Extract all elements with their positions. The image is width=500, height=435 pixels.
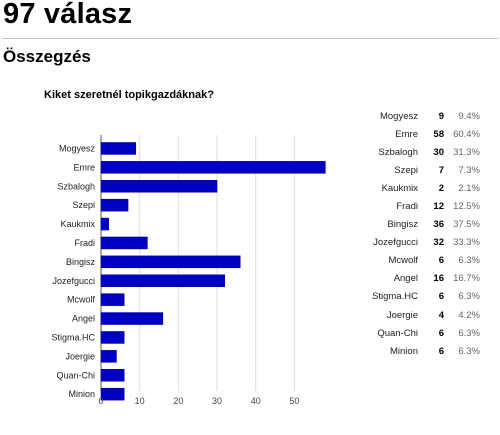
summary-percent: 9.4% — [458, 110, 480, 122]
summary-name: Minion — [390, 345, 418, 357]
summary-name: Stigma.HC — [372, 291, 418, 303]
bar-minion — [100, 387, 125, 401]
bar-kaukmix — [100, 217, 109, 231]
summary-row: Szbalogh 30 31.3% — [366, 143, 480, 161]
summary-percent: 37.5% — [453, 219, 480, 231]
chart-x-tick-labels: 0 10 20 30 40 50 — [98, 396, 299, 406]
summary-percent: 6.3% — [458, 345, 480, 357]
category-label: Fradi — [74, 238, 95, 248]
summary-percent: 6.3% — [458, 327, 480, 339]
bar-fradi — [100, 236, 148, 250]
bar-szbalogh — [100, 180, 218, 193]
summary-count: 6 — [438, 255, 444, 267]
category-label: Mcwolf — [67, 295, 96, 305]
summary-name: Fradi — [396, 201, 418, 213]
summary-percent: 31.3% — [453, 146, 480, 158]
bar-joergie — [100, 350, 117, 363]
bar-mcwolf — [100, 293, 125, 306]
bar-emre — [100, 161, 326, 174]
summary-percent: 33.3% — [453, 237, 480, 249]
bar-angel — [100, 312, 164, 325]
section-heading: Összegzés — [3, 47, 91, 66]
summary-table: Mogyesz 9 9.4% Emre 58 60.4% Szbalogh 30 31.3% Sz… — [366, 107, 480, 360]
summary-count: 32 — [433, 237, 444, 249]
x-tick-label: 40 — [251, 396, 261, 406]
summary-row: Mcwolf 6 6.3% — [366, 252, 480, 270]
question-title: Kiket szeretnél topikgazdáknak? — [44, 89, 214, 101]
summary-percent: 12.5% — [453, 201, 480, 213]
summary-count: 58 — [433, 128, 444, 140]
summary-name: Mcwolf — [388, 255, 418, 267]
summary-percent: 16.7% — [453, 273, 480, 285]
summary-name: Angel — [393, 273, 418, 285]
summary-count: 30 — [433, 146, 444, 158]
summary-row: Szepi 7 7.3% — [366, 161, 480, 179]
bar-stigma-hc — [100, 331, 125, 344]
summary-percent: 7.3% — [458, 164, 480, 176]
x-tick-label: 10 — [135, 396, 145, 406]
bar-mogyesz — [100, 142, 137, 155]
category-label: Kaukmix — [60, 219, 95, 229]
summary-count: 6 — [438, 291, 444, 303]
summary-row: Fradi 12 12.5% — [366, 197, 480, 215]
summary-count: 9 — [438, 110, 444, 122]
summary-name: Kaukmix — [381, 182, 418, 194]
summary-row: Angel 16 16.7% — [366, 270, 480, 288]
category-label: Mogyesz — [59, 143, 96, 153]
summary-percent: 6.3% — [458, 291, 480, 303]
summary-row: Joergie 4 4.2% — [366, 306, 480, 324]
x-tick-label: 0 — [98, 396, 103, 406]
summary-percent: 60.4% — [453, 128, 480, 140]
category-label: Jozefgucci — [52, 276, 95, 286]
summary-row: Kaukmix 2 2.1% — [366, 179, 480, 197]
summary-row: Bingisz 36 37.5% — [366, 216, 480, 234]
summary-name: Emre — [395, 128, 418, 140]
summary-row: Mogyesz 9 9.4% — [366, 107, 480, 125]
category-label: Bingisz — [66, 257, 96, 267]
bar-szepi — [100, 198, 129, 212]
summary-count: 4 — [438, 309, 444, 321]
summary-count: 6 — [438, 327, 444, 339]
bar-bingisz — [100, 255, 241, 269]
x-tick-label: 30 — [212, 396, 222, 406]
summary-row: Minion 6 6.3% — [366, 342, 480, 360]
bar-jozefgucci — [100, 274, 226, 287]
category-label: Szbalogh — [57, 181, 95, 191]
page-title: 97 válasz — [3, 0, 133, 30]
summary-name: Szbalogh — [378, 146, 418, 158]
summary-percent: 6.3% — [458, 255, 480, 267]
x-tick-label: 20 — [173, 396, 183, 406]
summary-name: Mogyesz — [379, 110, 418, 122]
summary-count: 2 — [438, 182, 444, 194]
category-label: Quan-Chi — [56, 370, 95, 380]
title-divider — [2, 38, 498, 39]
summary-name: Quan-Chi — [377, 327, 418, 339]
summary-name: Jozefgucci — [373, 237, 418, 249]
category-label: Stigma.HC — [51, 332, 95, 342]
summary-name: Bingisz — [387, 219, 418, 231]
chart-bars — [100, 142, 326, 401]
category-label: Emre — [73, 162, 95, 172]
category-label: Joergie — [65, 351, 95, 361]
summary-count: 36 — [433, 219, 444, 231]
summary-percent: 2.1% — [458, 182, 480, 194]
category-label: Minion — [68, 389, 95, 399]
summary-row: Quan-Chi 6 6.3% — [366, 324, 480, 342]
summary-name: Szepi — [394, 164, 418, 176]
summary-name: Joergie — [386, 309, 418, 321]
summary-count: 12 — [433, 201, 444, 213]
summary-row: Emre 58 60.4% — [366, 125, 480, 143]
category-label: Szepi — [72, 200, 95, 210]
bar-quan-chi — [100, 369, 125, 382]
summary-count: 7 — [438, 164, 444, 176]
summary-row: Jozefgucci 32 33.3% — [366, 234, 480, 252]
chart-category-labels: Mogyesz Emre Szbalogh Szepi Kaukmix Fradi Bing… — [51, 143, 95, 399]
summary-count: 6 — [438, 345, 444, 357]
summary-row: Stigma.HC 6 6.3% — [366, 288, 480, 306]
category-label: Angel — [72, 314, 95, 324]
summary-percent: 4.2% — [458, 309, 480, 321]
x-tick-label: 50 — [289, 396, 299, 406]
summary-count: 16 — [433, 273, 444, 285]
